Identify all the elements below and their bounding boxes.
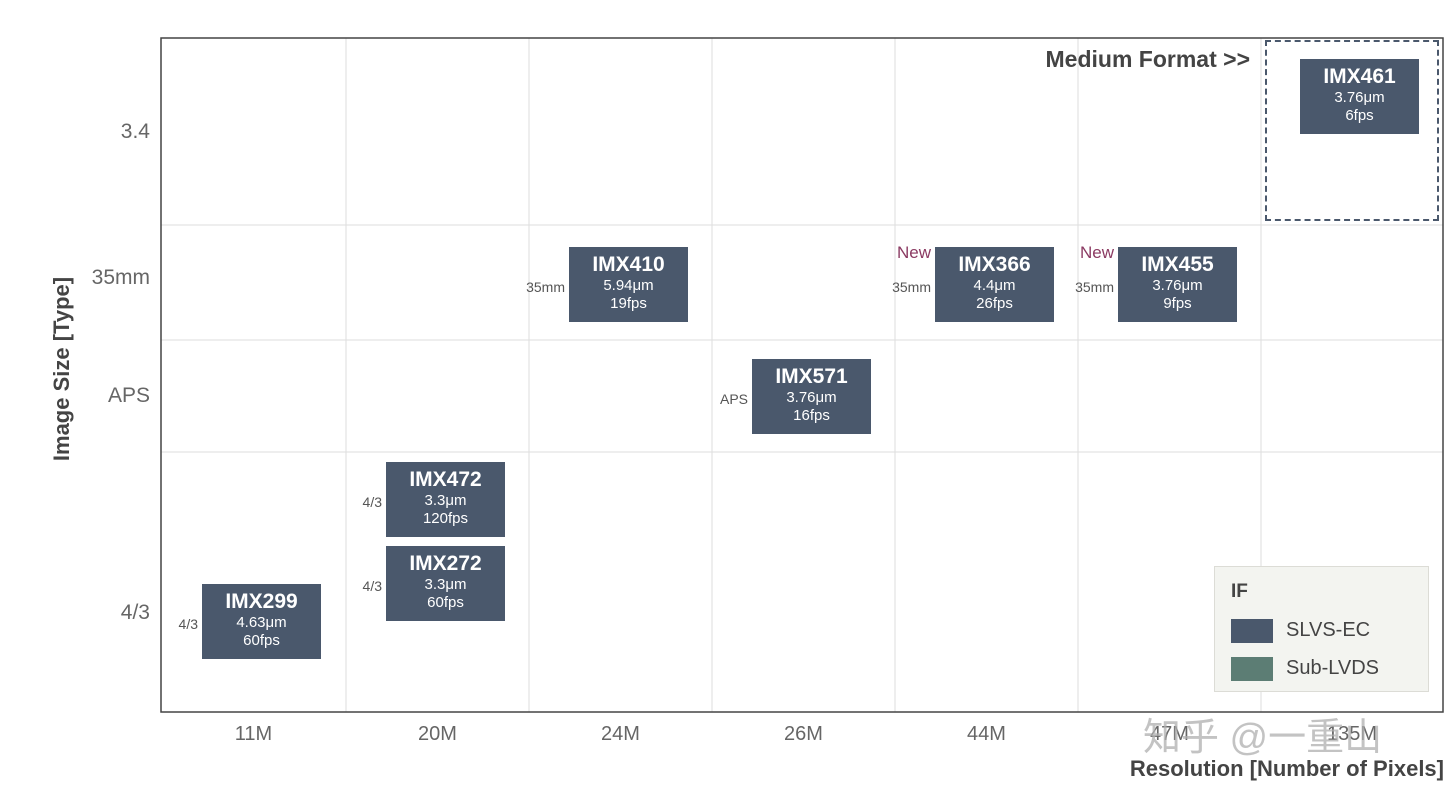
- sensor-name: IMX461: [1323, 65, 1396, 88]
- sensor-format-label: 35mm: [1075, 279, 1114, 295]
- legend: IF SLVS-EC Sub-LVDS: [1214, 566, 1429, 692]
- watermark-text: 知乎 @一重山: [1143, 717, 1383, 759]
- sensor-box-imx410: IMX410 5.94μm 19fps: [569, 247, 688, 322]
- legend-label: SLVS-EC: [1286, 619, 1371, 641]
- sensor-format-label: 4/3: [362, 578, 382, 594]
- new-badge: New: [1079, 243, 1114, 262]
- sensor-format-label: 35mm: [892, 279, 931, 295]
- sensor-name: IMX455: [1141, 253, 1214, 276]
- sensor-format-label: APS: [719, 391, 748, 407]
- sensor-frame-rate: 120fps: [422, 510, 469, 527]
- x-axis-title: Resolution [Number of Pixels]: [1129, 756, 1444, 781]
- sensor-box-imx571: IMX571 3.76μm 16fps: [752, 359, 871, 434]
- legend-title: IF: [1231, 581, 1248, 602]
- sensor-pixel-size: 4.4μm: [973, 277, 1016, 294]
- x-tick-label: 47M: [1150, 723, 1189, 745]
- sensor-name: IMX272: [409, 552, 482, 575]
- sensor-box-imx299: IMX299 4.63μm 60fps: [202, 584, 321, 659]
- sensor-box-imx455: IMX455 3.76μm 9fps: [1118, 247, 1237, 322]
- sensor-frame-rate: 60fps: [243, 632, 280, 649]
- sensor-pixel-size: 5.94μm: [603, 277, 654, 294]
- sensor-frame-rate: 16fps: [793, 407, 830, 424]
- sensor-name: IMX571: [775, 365, 848, 388]
- x-tick-label: 135M: [1326, 723, 1378, 745]
- x-tick-label: 20M: [418, 723, 457, 745]
- y-tick-label: APS: [107, 384, 150, 407]
- sensor-pixel-size: 4.63μm: [236, 614, 287, 631]
- medium-format-annotation: Medium Format >>: [1045, 46, 1250, 72]
- sensor-box-imx272: IMX272 3.3μm 60fps: [386, 546, 505, 621]
- sensor-frame-rate: 9fps: [1163, 295, 1192, 312]
- sensor-name: IMX299: [225, 590, 298, 613]
- plot-frame: [160, 37, 1444, 713]
- legend-label: Sub-LVDS: [1286, 657, 1380, 679]
- sensor-pixel-size: 3.3μm: [424, 492, 467, 509]
- grid-lines: [161, 38, 1443, 712]
- sensor-frame-rate: 19fps: [610, 295, 647, 312]
- sensor-format-label: 35mm: [526, 279, 565, 295]
- sensor-name: IMX366: [958, 253, 1031, 276]
- sensor-format-label: 4/3: [178, 616, 198, 632]
- sensor-box-imx366: IMX366 4.4μm 26fps: [935, 247, 1054, 322]
- x-tick-label: 24M: [601, 723, 640, 745]
- sensor-frame-rate: 6fps: [1345, 107, 1374, 124]
- sensor-pixel-size: 3.76μm: [786, 389, 837, 406]
- x-tick-label: 26M: [784, 723, 823, 745]
- x-tick-label: 44M: [967, 723, 1006, 745]
- legend-swatch: [1231, 657, 1273, 681]
- x-tick-label: 11M: [234, 723, 273, 745]
- y-axis-title: Image Size [Type]: [49, 276, 74, 462]
- sensor-pixel-size: 3.76μm: [1334, 89, 1385, 106]
- sensor-name: IMX472: [409, 468, 482, 491]
- sensor-frame-rate: 26fps: [976, 295, 1013, 312]
- y-tick-label: 3.4: [120, 120, 150, 143]
- sensor-format-label: 4/3: [362, 494, 382, 510]
- legend-swatch: [1231, 619, 1273, 643]
- sensor-name: IMX410: [592, 253, 665, 276]
- sensor-pixel-size: 3.76μm: [1152, 277, 1203, 294]
- sensor-box-imx461: IMX461 3.76μm 6fps: [1300, 59, 1419, 134]
- sensor-pixel-size: 3.3μm: [424, 576, 467, 593]
- new-badge: New: [896, 243, 931, 262]
- sensor-box-imx472: IMX472 3.3μm 120fps: [386, 462, 505, 537]
- y-tick-label: 4/3: [120, 601, 150, 624]
- sensor-frame-rate: 60fps: [427, 594, 464, 611]
- y-tick-label: 35mm: [91, 266, 150, 289]
- medium-format-region: [1265, 40, 1439, 221]
